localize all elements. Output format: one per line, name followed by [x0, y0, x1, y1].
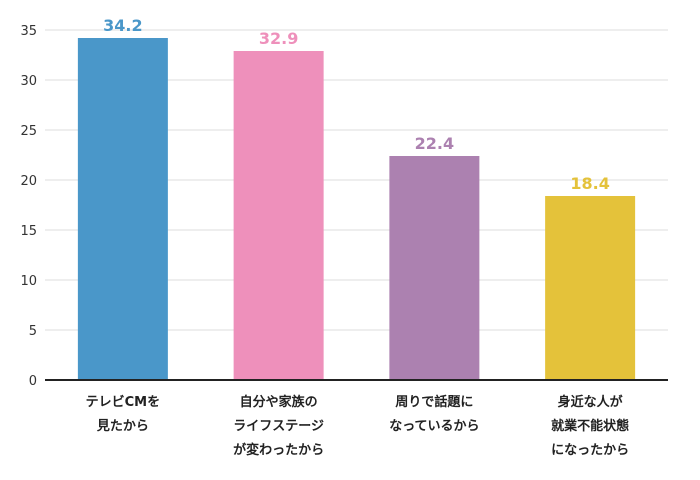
bars: [77, 38, 636, 380]
category-label: 周りで話題に: [395, 394, 473, 410]
category-label: 自分や家族の: [240, 394, 318, 410]
y-tick-label: 25: [20, 124, 37, 139]
category-label: なっているから: [389, 419, 479, 434]
category-label: 身近な人が: [558, 394, 623, 410]
category-label: 見たから: [96, 419, 149, 434]
y-tick-label: 30: [20, 74, 37, 89]
value-label: 22.4: [415, 134, 454, 153]
category-label: になったから: [551, 443, 629, 458]
y-tick-label: 5: [29, 324, 37, 339]
y-tick-label: 10: [20, 274, 37, 289]
bar: [77, 38, 168, 380]
category-label: ライフステージ: [233, 419, 324, 434]
value-labels: 34.2 32.9 22.4 18.4: [103, 16, 610, 193]
y-tick-label: 35: [20, 24, 37, 39]
y-tick-label: 20: [20, 174, 37, 189]
bar: [389, 156, 480, 380]
y-tick-label: 0: [29, 374, 37, 389]
bar: [233, 51, 324, 380]
value-label: 32.9: [259, 29, 298, 48]
y-axis-tick-labels: 0 5 10 15 20 25 30 35: [20, 24, 37, 389]
category-label: テレビCMを: [86, 394, 160, 410]
bar: [545, 196, 636, 380]
value-label: 18.4: [570, 174, 609, 193]
category-label: 就業不能状態: [551, 418, 629, 434]
value-label: 34.2: [103, 16, 142, 35]
category-label: が変わったから: [233, 442, 324, 458]
y-tick-label: 15: [20, 224, 37, 239]
